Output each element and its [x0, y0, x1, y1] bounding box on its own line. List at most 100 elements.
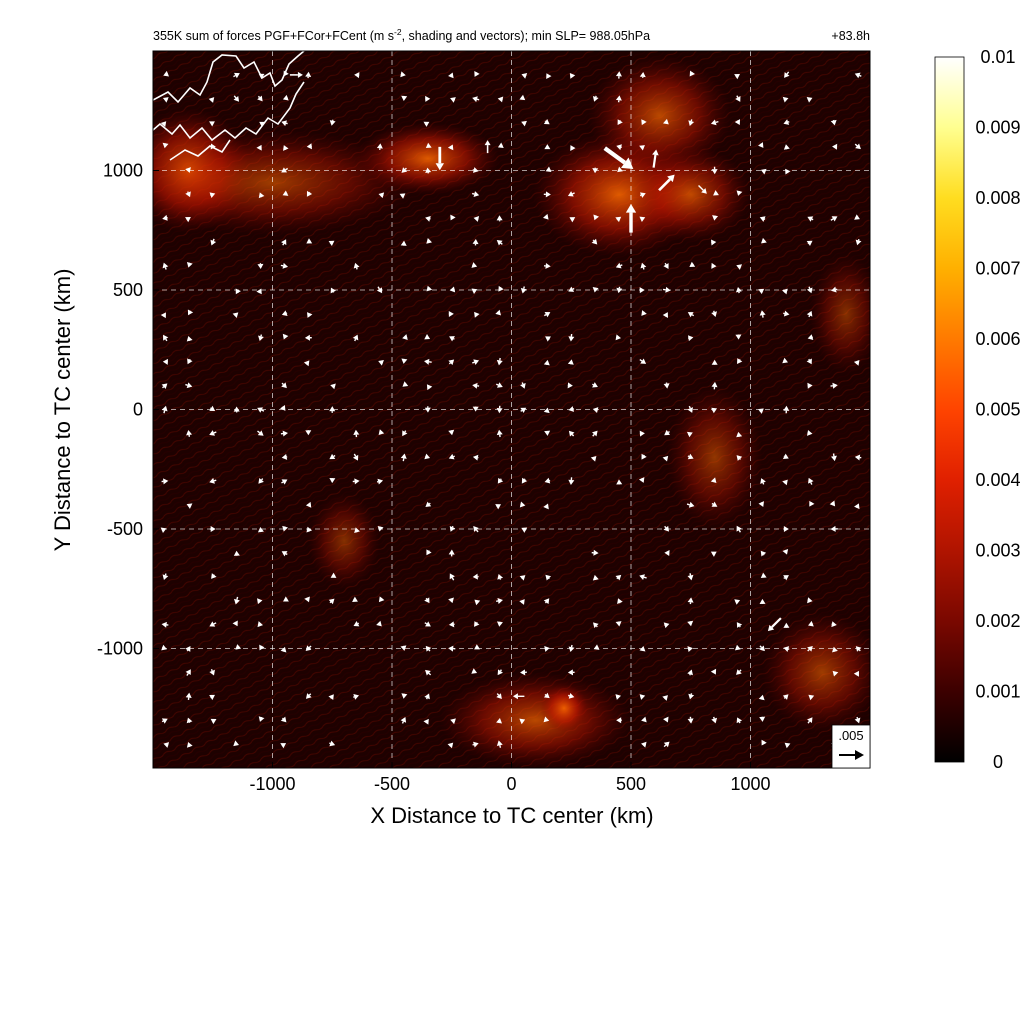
vector-arrow	[209, 405, 216, 412]
vector-arrow-head	[520, 287, 527, 294]
vector-arrow	[711, 359, 718, 365]
vector-arrow-head	[521, 73, 528, 79]
vector-arrow	[639, 192, 646, 198]
vector-arrow	[471, 191, 480, 197]
vector-arrow	[568, 334, 575, 342]
vector-arrow	[782, 453, 789, 459]
vector-arrow-head	[163, 70, 170, 77]
vector-arrow	[782, 548, 789, 555]
vector-arrow-head	[186, 261, 193, 268]
vector-arrow-head	[352, 454, 359, 461]
vector-arrow-shaft	[499, 669, 503, 672]
vector-arrow-head	[830, 525, 836, 532]
vector-arrow-head	[235, 644, 242, 650]
vector-arrow-shaft	[572, 192, 575, 195]
vector-arrow	[258, 192, 265, 199]
vector-arrow	[568, 644, 575, 653]
vector-arrow-head	[592, 168, 599, 174]
vector-arrow	[424, 453, 431, 460]
vector-arrow	[281, 382, 287, 389]
vector-arrow-head	[162, 262, 169, 269]
vector-arrow-head	[448, 72, 454, 79]
vector-arrow-head	[496, 718, 503, 724]
vector-arrow-head	[233, 740, 239, 747]
vector-arrow	[235, 644, 242, 650]
vector-arrow-head	[663, 741, 670, 748]
vector-arrow	[259, 121, 266, 128]
vector-arrow	[641, 716, 647, 723]
vector-arrow-head	[590, 455, 597, 462]
vector-arrow-head	[210, 718, 217, 725]
vector-arrow-head	[329, 478, 336, 484]
vector-arrow	[544, 430, 551, 436]
vector-arrow	[162, 262, 169, 270]
vector-arrow-shaft	[571, 434, 575, 437]
vector-arrow-shaft	[544, 601, 547, 604]
x-axis-label: X Distance to TC center (km)	[370, 803, 653, 828]
vector-field-strong	[289, 71, 782, 700]
vector-arrow-head	[543, 118, 550, 125]
vector-arrow	[472, 406, 479, 412]
vector-arrow	[256, 288, 262, 295]
vector-arrow-shaft	[353, 453, 357, 457]
vector-arrow	[353, 621, 360, 627]
vector-arrow	[257, 263, 264, 270]
vector-arrow-head	[305, 430, 312, 436]
vector-arrow	[186, 503, 193, 509]
vector-arrow-head	[663, 716, 669, 723]
vector-arrow-head	[641, 741, 647, 748]
vector-arrow	[758, 694, 765, 701]
vector-arrow	[710, 119, 719, 126]
vector-arrow	[328, 694, 334, 700]
vector-arrow-shaft	[616, 577, 618, 580]
vector-arrow	[161, 644, 167, 651]
vector-arrow	[760, 168, 767, 175]
vector-arrow-head	[759, 645, 765, 652]
vector-arrow-head	[352, 596, 358, 602]
vector-arrow-head	[473, 191, 480, 197]
colorbar-tick-label: 0.006	[975, 329, 1020, 349]
vector-arrow-head	[281, 551, 288, 557]
vector-arrow-head	[232, 312, 239, 318]
vector-arrow	[329, 453, 336, 460]
vector-arrow	[163, 70, 170, 77]
vector-arrow-head	[807, 382, 813, 389]
vector-arrow	[378, 192, 385, 199]
vector-arrow-head	[234, 72, 240, 79]
vector-arrow	[232, 620, 238, 627]
vector-arrow-head	[209, 405, 216, 412]
vector-arrow	[306, 190, 313, 197]
vector-arrow	[710, 477, 717, 484]
vector-arrow	[425, 501, 432, 508]
vector-arrow	[497, 477, 504, 484]
vector-arrow	[713, 190, 719, 196]
vector-arrow-shaft	[592, 383, 594, 386]
vector-arrow-head	[210, 526, 216, 533]
shading-hotspot	[666, 385, 763, 529]
vector-arrow	[471, 288, 478, 295]
vector-arrow	[185, 645, 191, 652]
vector-arrow-head	[809, 500, 815, 507]
vector-arrow-head	[282, 190, 289, 196]
vector-arrow-head	[639, 71, 646, 78]
vector-arrow-head	[185, 669, 191, 676]
y-tick-label: -500	[107, 519, 143, 539]
vector-arrow	[425, 669, 432, 676]
vector-arrow-head	[616, 717, 622, 724]
vector-arrow	[521, 527, 528, 533]
vector-arrow-head	[832, 670, 839, 677]
vector-arrow-head	[640, 358, 647, 364]
vector-arrow	[209, 121, 215, 127]
vector-arrow-head	[186, 717, 193, 724]
vector-arrow	[426, 285, 433, 292]
vector-arrow-head	[593, 549, 599, 556]
vector-arrow	[782, 96, 789, 103]
vector-arrow	[281, 453, 288, 460]
vector-arrow	[447, 144, 454, 151]
vector-arrow-head	[782, 453, 789, 459]
vector-arrow-head	[424, 358, 430, 365]
vector-arrow-shaft	[404, 167, 407, 170]
vector-arrow-strong-shaft	[652, 154, 657, 168]
vector-arrow-shaft	[807, 648, 810, 652]
vector-arrow	[496, 382, 503, 388]
